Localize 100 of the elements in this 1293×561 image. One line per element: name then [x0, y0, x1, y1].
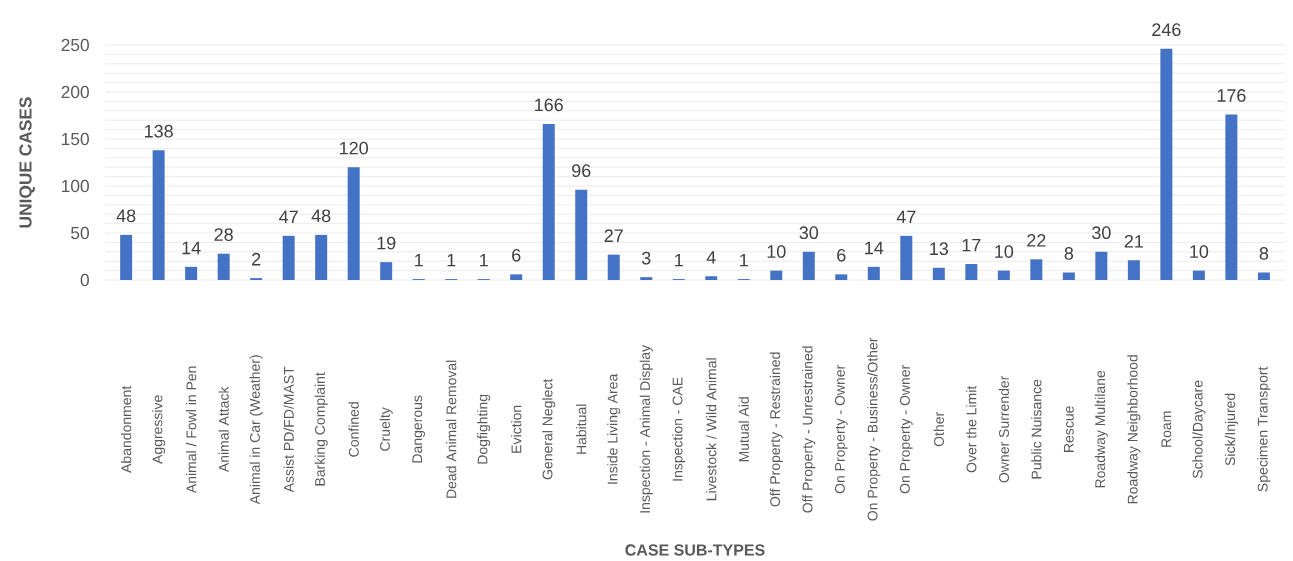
- bar: [1160, 48, 1173, 280]
- x-tick-label: Dead Animal Removal: [446, 360, 457, 498]
- x-tick-label: Other: [933, 412, 944, 447]
- x-tick-label: Sick/Injured: [1224, 393, 1238, 466]
- x-tick-label: Mutual Aid: [738, 397, 749, 462]
- data-label: 28: [214, 228, 233, 241]
- x-tick-label: Specimen Transport: [1257, 366, 1271, 492]
- bar: [607, 254, 620, 280]
- bar: [152, 150, 165, 280]
- data-label: 3: [641, 251, 651, 265]
- x-tick-label: Aggressive: [152, 395, 166, 464]
- data-label: 8: [1064, 247, 1074, 260]
- y-tick-label: 50: [71, 226, 89, 240]
- data-label: 6: [837, 248, 846, 262]
- y-tick-label: 250: [61, 38, 89, 52]
- bar: [1095, 251, 1108, 280]
- x-tick-label: Roadway Neighborhood: [1127, 355, 1141, 504]
- y-tick-label: 100: [62, 179, 89, 193]
- data-label: 22: [1027, 234, 1046, 247]
- bar: [347, 167, 360, 280]
- data-label: 30: [1092, 226, 1111, 240]
- data-label: 4: [706, 251, 716, 264]
- x-tick-label: Dangerous: [412, 395, 425, 463]
- bar: [802, 251, 815, 280]
- bar: [217, 253, 230, 280]
- bar: [1225, 114, 1238, 280]
- y-tick-label: 150: [62, 132, 89, 146]
- x-tick-label: Roam: [1161, 411, 1172, 447]
- data-label: 21: [1124, 234, 1143, 248]
- data-label: 138: [145, 124, 173, 138]
- data-label: 47: [896, 210, 916, 224]
- bar: [315, 234, 328, 280]
- data-label: 10: [995, 245, 1014, 258]
- x-axis-title: CASE SUB-TYPES: [625, 544, 765, 556]
- x-tick-label: Cruelty: [379, 407, 393, 451]
- data-label: 10: [767, 245, 786, 258]
- x-tick-label: Off Property - Unrestrained: [802, 346, 816, 513]
- x-tick-label: Assist PD/FD/MAST: [283, 366, 294, 493]
- x-tick-label: Dogfighting: [477, 394, 491, 464]
- data-label: 1: [447, 253, 456, 267]
- bar: [965, 264, 978, 280]
- data-label: 1: [740, 253, 748, 267]
- x-tick-label: Off Property - Restrained: [769, 352, 783, 507]
- x-tick-label: Animal in Car (Weather): [249, 355, 263, 505]
- x-tick-label: Inspection - CAE: [672, 377, 686, 481]
- bar: [510, 274, 523, 280]
- x-tick-label: On Property - Owner: [834, 365, 848, 494]
- bar: [1257, 272, 1270, 280]
- data-label: 96: [572, 164, 591, 178]
- data-label: 2: [252, 252, 261, 266]
- data-label: 13: [930, 242, 949, 256]
- bar: [1030, 259, 1043, 280]
- data-label: 48: [311, 209, 331, 223]
- bar: [835, 274, 848, 280]
- y-tick-label: 200: [61, 85, 89, 99]
- bar: [640, 277, 653, 280]
- x-tick-label: Eviction: [511, 405, 522, 453]
- y-axis-title: UNIQUE CASES: [19, 97, 35, 228]
- data-label: 246: [1152, 23, 1181, 37]
- x-tick-label: Rescue: [1063, 406, 1074, 452]
- x-tick-label: Inspection - Animal Display: [639, 344, 653, 513]
- x-tick-label: Roadway Multilane: [1094, 370, 1108, 488]
- x-tick-label: School/Daycare: [1192, 380, 1206, 479]
- x-tick-label: Livestock / Wild Animal: [706, 358, 717, 501]
- data-label: 14: [182, 241, 201, 255]
- data-label: 47: [279, 210, 298, 224]
- data-label: 48: [116, 209, 136, 223]
- data-label: 1: [480, 253, 488, 267]
- data-label: 27: [604, 229, 623, 242]
- x-tick-label: General Neglect: [542, 378, 556, 480]
- x-tick-label: Animal / Fowl in Pen: [186, 366, 197, 494]
- x-tick-label: Animal Attack: [218, 386, 229, 473]
- bar: [1062, 272, 1075, 280]
- data-label: 176: [1217, 89, 1246, 102]
- data-label: 10: [1190, 245, 1209, 258]
- data-label: 6: [512, 248, 521, 262]
- x-tick-label: Over the Limit: [966, 385, 977, 473]
- bar: [575, 189, 588, 280]
- y-tick-label: 0: [80, 273, 89, 287]
- data-label: 1: [675, 253, 683, 267]
- bar: [380, 262, 393, 280]
- bar: [542, 123, 555, 280]
- x-tick-label: Barking Complaint: [314, 372, 328, 486]
- bar: [282, 235, 295, 280]
- bar: [185, 266, 198, 280]
- bar: [997, 270, 1010, 280]
- data-label: 19: [377, 236, 396, 250]
- data-label: 14: [865, 241, 884, 255]
- bar: [1127, 260, 1140, 280]
- x-tick-label: On Property - Owner: [899, 365, 913, 494]
- bar: [770, 270, 783, 280]
- x-tick-label: Habitual: [576, 404, 587, 454]
- x-tick-label: On Property - Business/Other: [867, 337, 881, 521]
- bar: [900, 235, 913, 280]
- x-tick-label: Inside Living Area: [607, 373, 621, 484]
- bar: [867, 266, 880, 280]
- data-label: 8: [1259, 247, 1269, 260]
- bar: [1192, 270, 1205, 280]
- data-label: 17: [962, 238, 981, 252]
- x-tick-label: Abandonment: [120, 385, 132, 473]
